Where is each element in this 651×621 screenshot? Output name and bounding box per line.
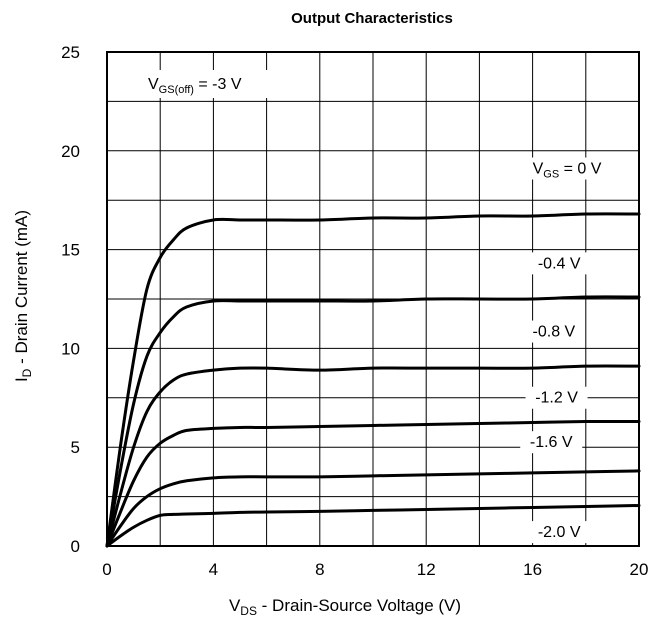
y-tick-label: 5 [71, 438, 80, 457]
curve-vgs-3 [105, 419, 641, 548]
chart-title: Output Characteristics [291, 10, 453, 27]
x-axis-label-main: V [229, 596, 241, 615]
curve-label-bg [520, 431, 583, 454]
curve-label-main: V [533, 161, 544, 178]
curve-vgs-0 [105, 212, 641, 548]
curve-label-0: VGS = 0 V [533, 161, 602, 181]
curve-label-1: -0.4 V [538, 255, 581, 272]
x-axis-label-sub: DS [240, 604, 257, 618]
curve-label-bg [526, 157, 617, 180]
curve-labels: VGS = 0 V -0.4 V -0.8 V -1.2 V -1.6 V -2.0 V [520, 157, 617, 544]
curve-label-main: -0.4 V [538, 255, 581, 272]
vgs-off-annotation-bg [138, 70, 270, 98]
x-tick-label: 8 [315, 560, 324, 579]
curve-label-bg [528, 521, 591, 544]
curve-vgs-4 [105, 469, 641, 548]
curve-label-bg [522, 320, 585, 343]
y-axis-label-rest: - Drain Current (mA) [12, 210, 31, 369]
y-tick-label: 0 [71, 537, 80, 556]
x-tick-label: 16 [523, 560, 542, 579]
vgs-off-sub: GS(off) [159, 84, 194, 96]
x-axis-label: VDS - Drain-Source Voltage (V) [229, 596, 461, 618]
curve-label-main: -0.8 V [533, 324, 576, 341]
y-axis-label-main: I [12, 377, 31, 382]
curve-vgs-1 [105, 295, 641, 548]
x-axis-label-rest: - Drain-Source Voltage (V) [257, 596, 461, 615]
vgs-off-rest: = -3 V [194, 76, 242, 93]
x-tick-label: 0 [102, 560, 111, 579]
y-tick-label: 20 [61, 142, 80, 161]
curve-label-bg [528, 252, 591, 275]
vgs-off-annotation: VGS(off) = -3 V [148, 76, 242, 96]
curve-label-main: -1.6 V [530, 434, 573, 451]
x-tick-labels: 0 4 8 12 16 20 [102, 560, 648, 579]
curve-label-5: -2.0 V [538, 524, 581, 541]
curve-vgs-2 [105, 364, 641, 548]
y-tick-labels: 0 5 10 15 20 25 [61, 43, 80, 556]
plot-frame [106, 51, 640, 547]
curve-label-bg [525, 386, 588, 409]
curve-label-2: -0.8 V [533, 324, 576, 341]
vgs-off-main: V [148, 76, 159, 93]
curve-label-main: -1.2 V [535, 390, 578, 407]
y-axis-label-sub: D [20, 368, 34, 377]
curve-label-4: -1.6 V [530, 434, 573, 451]
curve-label-3: -1.2 V [535, 390, 578, 407]
x-tick-label: 4 [209, 560, 218, 579]
curve-label-sub: GS [543, 169, 559, 181]
y-axis-label: ID - Drain Current (mA) [12, 210, 34, 382]
curve-vgs-5 [105, 503, 641, 548]
y-tick-label: 10 [61, 339, 80, 358]
curve-label-main: -2.0 V [538, 524, 581, 541]
curve-label-rest: = 0 V [559, 161, 602, 178]
x-tick-label: 12 [417, 560, 436, 579]
y-tick-label: 15 [61, 241, 80, 260]
curves [105, 212, 641, 548]
x-tick-label: 20 [630, 560, 649, 579]
y-tick-label: 25 [61, 43, 80, 62]
